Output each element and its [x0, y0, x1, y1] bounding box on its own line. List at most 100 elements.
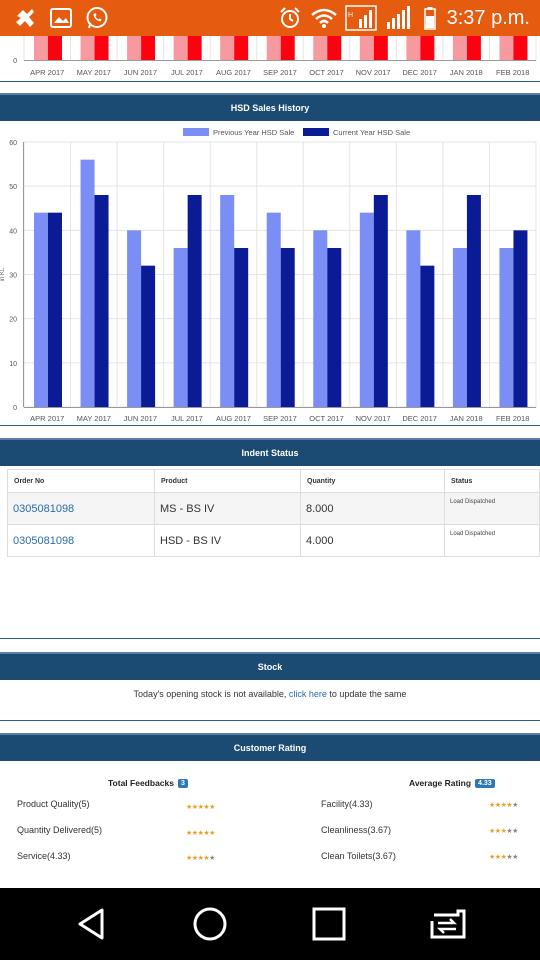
table-row: 0305081098 MS - BS IV 8.000 Load Dispatc… [7, 492, 540, 525]
average-rating-badge: 4.33 [475, 778, 495, 788]
star-filled-icon: ★ [197, 804, 204, 811]
product-cell: HSD - BS IV [154, 524, 301, 557]
bar-previous [220, 36, 235, 60]
star-filled-icon: ★ [197, 855, 204, 862]
star-filled-icon: ★ [203, 804, 210, 811]
indent-status-header: Indent Status [0, 438, 540, 466]
recents-icon[interactable] [309, 906, 349, 942]
star-filled-icon: ★ [203, 855, 210, 862]
table-header-row: Order No Product Quantity Status [7, 469, 540, 493]
rating-label-service: Service(4.33) [17, 851, 71, 861]
divider [0, 720, 540, 721]
update-stock-link[interactable]: click here [288, 689, 327, 699]
x-tick-label: APR 2017 [30, 68, 64, 77]
star-empty-icon: ★ [512, 802, 518, 809]
star-rating-cleanliness: ★★★★★ [489, 827, 518, 835]
svg-text:H: H [348, 12, 353, 19]
total-feedbacks-label: Total Feedbacks [108, 778, 174, 788]
column-header-status: Status [444, 469, 540, 493]
y-tick-label: 20 [9, 317, 17, 324]
status-clock: 3:37 p.m. [446, 6, 530, 29]
stock-message: Today's opening stock is not available, … [0, 689, 540, 699]
screen-mirror-icon[interactable] [428, 906, 468, 942]
star-filled-icon: ★ [186, 855, 192, 862]
bar-current-year [48, 212, 62, 407]
x-tick-label: SEP 2017 [263, 68, 297, 77]
star-rating-facility: ★★★★★ [489, 801, 518, 809]
star-empty-icon: ★ [506, 854, 513, 861]
star-rating-clean-toilets: ★★★★★ [489, 853, 518, 861]
star-filled-icon: ★ [191, 855, 198, 862]
wifi-icon [310, 5, 337, 31]
star-filled-icon: ★ [494, 802, 501, 809]
bar-previous-year [499, 248, 514, 407]
divider [0, 425, 540, 426]
y-tick-label: 30 [9, 273, 17, 280]
total-feedbacks-heading: Total Feedbacks 3 [108, 778, 188, 788]
hsd-sales-history-header: HSD Sales History [0, 93, 540, 121]
section-title: Indent Status [241, 448, 299, 458]
x-tick-label: DEC 2017 [402, 68, 437, 77]
star-empty-icon: ★ [209, 855, 215, 862]
bar-current-year [327, 248, 342, 407]
legend-swatch [183, 128, 209, 136]
status-bar: H 3:37 p.m. [0, 0, 540, 36]
section-title: HSD Sales History [230, 103, 310, 113]
section-title: Customer Rating [233, 743, 307, 753]
x-tick-label: JUN 2017 [124, 414, 157, 423]
bar-previous [499, 36, 514, 60]
x-tick-label: APR 2017 [30, 414, 64, 423]
bar-current-year [420, 265, 435, 407]
signal-icon: H [344, 5, 377, 31]
average-rating-label: Average Rating [409, 778, 472, 788]
stock-header: Stock [0, 652, 540, 680]
bar-previous-year [220, 195, 235, 407]
legend-label: Previous Year HSD Sale [213, 128, 294, 137]
bar-current-year [466, 195, 481, 407]
star-filled-icon: ★ [494, 854, 501, 861]
star-filled-icon: ★ [186, 830, 192, 837]
bar-previous [34, 36, 48, 60]
column-header-order-no: Order No [7, 469, 155, 493]
bar-previous-year [406, 230, 421, 407]
status-cell: Load Dispatched [444, 492, 540, 525]
bar-previous-year [127, 230, 142, 407]
bar-previous-year [313, 230, 328, 407]
average-rating-heading: Average Rating 4.33 [409, 778, 495, 788]
home-icon[interactable] [190, 906, 230, 942]
star-empty-icon: ★ [506, 828, 513, 835]
bar-current [94, 36, 109, 60]
y-tick-label: 10 [9, 361, 17, 368]
star-filled-icon: ★ [500, 854, 507, 861]
indent-table: Order No Product Quantity Status 0305081… [7, 469, 540, 557]
bar-previous-year [452, 248, 467, 407]
y-tick-label: 50 [9, 184, 17, 191]
rating-label-clean-toilets: Clean Toilets(3.67) [321, 851, 396, 861]
customer-rating-header: Customer Rating [0, 733, 540, 761]
order-number-link[interactable]: 0305081098 [7, 524, 155, 557]
star-filled-icon: ★ [506, 802, 513, 809]
x-tick-label: JAN 2018 [450, 414, 483, 423]
bar-current [141, 36, 156, 60]
bar-previous [406, 36, 421, 60]
top-chart: APR 2017 MAY 2017 JUN 2017 JUL 2017 AUG 2017… [13, 36, 537, 77]
x-tick-label: MAY 2017 [77, 68, 111, 77]
x-tick-label: FEB 2018 [496, 68, 529, 77]
x-tick-label: OCT 2017 [309, 414, 343, 423]
bar-previous-year [266, 212, 281, 407]
battery-icon [423, 5, 437, 31]
whatsapp-icon [84, 5, 110, 31]
bar-current [327, 36, 342, 60]
gallery-icon [48, 5, 74, 31]
column-header-product: Product [154, 469, 301, 493]
order-number-link[interactable]: 0305081098 [7, 492, 155, 525]
bar-previous-year [173, 248, 188, 407]
bar-current-year [373, 195, 388, 407]
total-feedbacks-badge: 3 [177, 778, 188, 788]
stock-message-text: Today's opening stock is not available, [133, 689, 289, 699]
bar-current-year [280, 248, 295, 407]
back-icon[interactable] [71, 906, 111, 942]
y-tick-label: 0 [13, 405, 17, 412]
bar-current [466, 36, 481, 60]
navigation-bar [0, 888, 540, 960]
